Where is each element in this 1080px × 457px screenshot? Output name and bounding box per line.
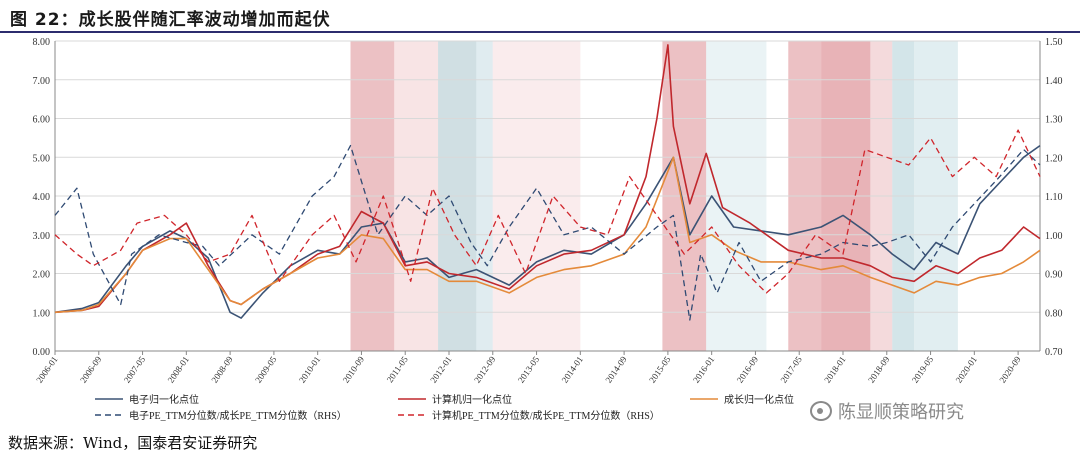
y2-tick-label: 0.70 <box>1045 347 1063 358</box>
y-tick-label: 2.00 <box>33 270 51 281</box>
x-tick-label: 2007-05 <box>122 354 148 385</box>
page-title: 图 22：成长股伴随汇率波动增加而起伏 <box>10 10 331 30</box>
x-tick-label: 2006-09 <box>78 354 104 385</box>
x-tick-label: 2016-09 <box>735 354 761 385</box>
x-tick-label: 2014-01 <box>560 354 585 384</box>
y-tick-label: 4.00 <box>33 192 51 203</box>
x-tick-label: 2011-05 <box>385 354 410 384</box>
x-tick-label: 2006-01 <box>34 354 59 384</box>
legend-label-5: 计算机PE_TTM分位数/成长PE_TTM分位数（RHS） <box>432 409 660 422</box>
wechat-icon <box>810 401 832 421</box>
x-tick-label: 2016-01 <box>691 354 716 384</box>
x-tick-label: 2017-05 <box>778 354 804 385</box>
y-tick-label: 0.00 <box>33 347 51 358</box>
x-tick-label: 2013-05 <box>516 354 542 385</box>
series-line-1 <box>54 144 1041 319</box>
x-tick-label: 2020-01 <box>954 354 979 384</box>
series-line-3 <box>54 156 1041 314</box>
watermark-text: 陈显顺策略研究 <box>838 402 964 423</box>
series-line-5 <box>54 129 1041 294</box>
y-tick-label: 3.00 <box>33 231 51 242</box>
x-tick-label: 2015-05 <box>647 354 673 385</box>
y-tick-label: 1.00 <box>33 308 51 319</box>
y2-tick-label: 1.00 <box>1045 231 1063 242</box>
watermark: 陈显顺策略研究 <box>810 398 964 424</box>
x-tick-label: 2014-09 <box>603 354 629 385</box>
legend-label-2: 计算机归一化点位 <box>432 393 512 406</box>
x-tick-label: 2012-01 <box>428 354 453 384</box>
x-tick-label: 2018-09 <box>866 354 892 385</box>
x-tick-label: 2018-01 <box>822 354 847 384</box>
y2-tick-label: 1.30 <box>1045 115 1063 126</box>
y-tick-label: 6.00 <box>33 115 51 126</box>
y-tick-label: 5.00 <box>33 153 51 164</box>
y2-tick-label: 0.80 <box>1045 308 1063 319</box>
source-note: 数据来源：Wind，国泰君安证券研究 <box>8 434 258 452</box>
x-tick-label: 2008-01 <box>166 354 191 384</box>
y2-tick-label: 1.50 <box>1045 37 1063 48</box>
y2-tick-label: 0.90 <box>1045 270 1063 281</box>
y2-tick-label: 1.10 <box>1045 192 1063 203</box>
series-line-2 <box>54 44 1041 314</box>
x-tick-label: 2008-09 <box>209 354 235 385</box>
x-tick-label: 2010-01 <box>297 354 322 384</box>
y-tick-label: 8.00 <box>33 37 51 48</box>
legend-label-4: 电子PE_TTM分位数/成长PE_TTM分位数（RHS） <box>129 409 347 422</box>
line-chart: 0.00 1.00 2.00 3.00 4.00 5.00 6.00 7.00 8.00 0.70… <box>33 37 1063 422</box>
x-tick-label: 2020-09 <box>997 354 1023 385</box>
x-tick-label: 2009-05 <box>253 354 279 385</box>
y2-tick-label: 1.20 <box>1045 153 1063 164</box>
title-divider <box>0 31 1080 33</box>
x-tick-label: 2010-09 <box>341 354 367 385</box>
x-tick-label: 2019-05 <box>910 354 936 385</box>
legend-label-1: 电子归一化点位 <box>129 393 199 406</box>
y-tick-label: 7.00 <box>33 76 51 87</box>
legend-label-3: 成长归一化点位 <box>724 393 794 406</box>
y2-tick-label: 1.40 <box>1045 76 1063 87</box>
series-line-4 <box>54 144 1041 321</box>
x-tick-label: 2012-09 <box>472 354 498 385</box>
